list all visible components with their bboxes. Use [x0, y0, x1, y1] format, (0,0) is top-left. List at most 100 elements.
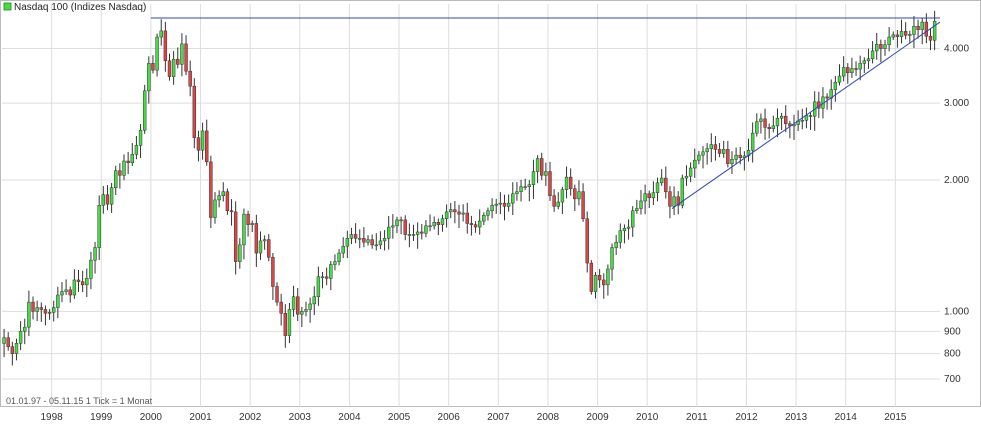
- candle-body: [631, 210, 635, 228]
- chart-title: Nasdaq 100 (Indizes Nasdaq): [14, 2, 146, 13]
- candle-body: [755, 121, 759, 134]
- x-tick-label: 2015: [884, 412, 907, 423]
- candle-body: [577, 191, 581, 200]
- candle-body: [697, 154, 701, 161]
- candle-body: [767, 127, 771, 130]
- candle-body: [378, 240, 383, 246]
- candle-body: [14, 343, 19, 354]
- x-tick-label: 2001: [189, 412, 212, 423]
- candle-body: [39, 307, 43, 310]
- candle-body: [267, 239, 271, 258]
- candle-body: [713, 144, 718, 150]
- candle-body: [568, 176, 573, 189]
- candle-body: [887, 36, 891, 46]
- candle-body: [875, 44, 879, 52]
- legend: Nasdaq 100 (Indizes Nasdaq): [3, 2, 146, 13]
- candle-body: [209, 161, 213, 218]
- candle-body: [837, 75, 842, 83]
- candle-body: [556, 201, 560, 207]
- candle-body: [643, 193, 647, 202]
- candle-body: [147, 63, 151, 92]
- candle-body: [523, 186, 527, 188]
- candle-body: [382, 238, 387, 242]
- y-tick-label: 2.000: [944, 175, 969, 186]
- candle-body: [333, 261, 337, 265]
- x-tick-label: 2005: [388, 412, 411, 423]
- candle-body: [465, 212, 469, 224]
- candle-body: [469, 223, 474, 225]
- candle-body: [159, 30, 163, 38]
- candle-body: [854, 68, 858, 70]
- candle-body: [763, 118, 767, 128]
- candle-body: [825, 96, 829, 99]
- candle-body: [109, 187, 114, 205]
- candle-body: [320, 276, 325, 279]
- candle-body: [122, 160, 126, 176]
- candle-body: [788, 123, 792, 127]
- candle-body: [833, 81, 838, 90]
- candle-body: [254, 223, 259, 254]
- candle-body: [444, 211, 449, 219]
- candle-body: [449, 209, 453, 213]
- candle-body: [242, 213, 246, 246]
- date-range-info: 01.01.97 - 05.11.15 1 Tick = 1 Monat: [6, 396, 153, 406]
- candle-body: [64, 289, 68, 292]
- candle-body: [43, 309, 48, 314]
- x-tick-label: 2009: [586, 412, 609, 423]
- candle-body: [296, 296, 300, 315]
- candle-body: [916, 25, 920, 30]
- candle-body: [808, 115, 813, 117]
- candle-body: [85, 278, 89, 286]
- candle-body: [337, 252, 341, 262]
- candle-body: [775, 117, 780, 127]
- candle-body: [490, 205, 494, 212]
- candle-body: [457, 211, 461, 215]
- candle-body: [130, 154, 134, 163]
- candle-body: [192, 85, 197, 138]
- candle-body: [779, 115, 784, 119]
- candle-body: [155, 36, 159, 71]
- candle-body: [184, 43, 188, 72]
- candle-body: [672, 196, 676, 207]
- candle-body: [453, 209, 457, 213]
- candle-body: [275, 286, 279, 303]
- y-tick-label: 800: [944, 349, 961, 360]
- candle-body: [246, 213, 250, 225]
- candle-body: [746, 149, 751, 157]
- candle-body: [527, 184, 532, 187]
- candle-body: [659, 177, 664, 184]
- candle-body: [56, 294, 60, 308]
- candle-body: [759, 118, 763, 122]
- candle-body: [597, 274, 602, 281]
- candle-body: [101, 194, 106, 206]
- candle-body: [722, 149, 726, 154]
- candle-body: [134, 145, 139, 155]
- x-tick-label: 2002: [239, 412, 262, 423]
- legend-swatch: [3, 2, 12, 11]
- candle-body: [750, 132, 755, 151]
- candle-body: [196, 137, 201, 151]
- candle-body: [684, 175, 689, 179]
- candle-body: [552, 195, 556, 207]
- candle-body: [118, 170, 122, 176]
- candle-body: [502, 202, 507, 207]
- candle-body: [424, 225, 428, 234]
- x-tick-label: 2014: [835, 412, 858, 423]
- candle-body: [701, 151, 705, 156]
- candle-body: [428, 225, 432, 228]
- candle-body: [668, 191, 672, 207]
- x-tick-label: 2010: [636, 412, 659, 423]
- candle-body: [622, 228, 627, 231]
- candle-body: [415, 231, 420, 235]
- candle-body: [10, 346, 15, 354]
- candle-body: [461, 212, 465, 215]
- y-tick-label: 900: [944, 326, 961, 337]
- candle-body: [800, 120, 804, 122]
- candle-body: [932, 20, 937, 41]
- candle-body: [515, 191, 519, 194]
- candle-body: [866, 58, 871, 62]
- candle-body: [180, 43, 184, 65]
- candle-body: [225, 191, 230, 212]
- candle-body: [353, 234, 358, 239]
- candle-body: [403, 219, 407, 235]
